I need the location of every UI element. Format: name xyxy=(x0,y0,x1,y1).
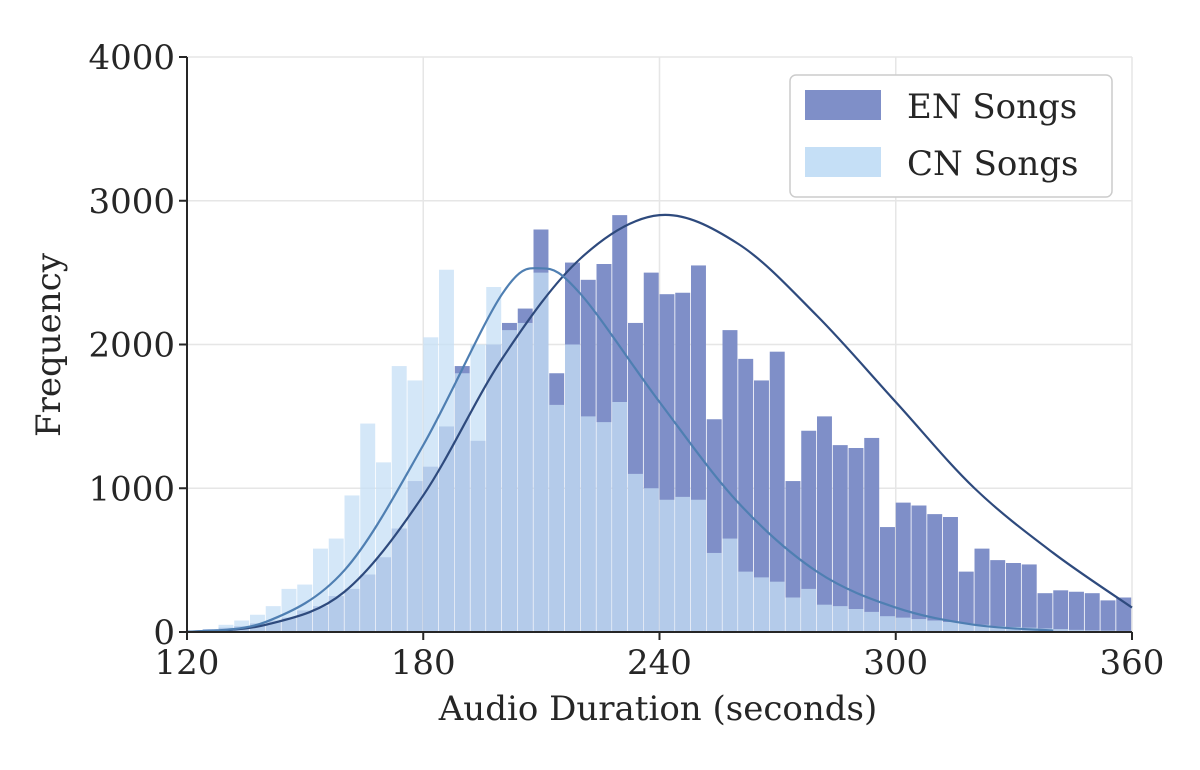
bar-cn-songs-12 xyxy=(376,462,391,632)
bar-en-songs-49 xyxy=(958,571,974,632)
bar-en-songs-59 xyxy=(1116,597,1132,632)
bar-cn-songs-16 xyxy=(439,269,454,632)
bar-en-songs-56 xyxy=(1069,591,1084,632)
bar-en-songs-41 xyxy=(832,445,848,632)
bar-cn-songs-55 xyxy=(1053,629,1069,632)
bar-cn-songs-46 xyxy=(911,619,927,632)
bar-cn-songs-44 xyxy=(880,616,895,632)
bar-en-songs-45 xyxy=(895,502,911,632)
y-tick-label-4: 4000 xyxy=(88,38,175,78)
bar-en-songs-38 xyxy=(785,481,801,632)
bar-cn-songs-20 xyxy=(502,330,517,632)
bar-cn-songs-34 xyxy=(722,538,738,632)
fit-curve-en-songs xyxy=(186,213,1133,634)
bar-en-songs-48 xyxy=(943,517,958,632)
bar-en-songs-35 xyxy=(738,358,754,632)
bar-cn-songs-41 xyxy=(832,606,848,632)
bar-cn-songs-23 xyxy=(549,404,565,632)
bar-cn-songs-2 xyxy=(218,624,234,632)
bar-cn-songs-26 xyxy=(596,422,612,632)
bar-cn-songs-33 xyxy=(706,552,722,632)
bar-en-songs-52 xyxy=(1006,563,1021,632)
bar-cn-songs-40 xyxy=(817,604,832,632)
bar-cn-songs-47 xyxy=(927,620,943,632)
bar-cn-songs-10 xyxy=(344,495,360,632)
bar-cn-songs-9 xyxy=(328,538,344,632)
bar-en-songs-37 xyxy=(769,351,785,632)
bar-cn-songs-31 xyxy=(675,496,691,632)
fit-curves xyxy=(186,213,1133,634)
bar-en-songs-40 xyxy=(817,416,832,632)
bar-en-songs-43 xyxy=(864,437,880,632)
bar-cn-songs-21 xyxy=(517,322,533,632)
legend-swatch-en-songs xyxy=(805,90,881,120)
bar-cn-songs-7 xyxy=(297,584,313,632)
bar-cn-songs-48 xyxy=(943,621,958,632)
bar-en-songs-57 xyxy=(1084,593,1100,632)
y-tick-label-1: 1000 xyxy=(88,469,175,509)
bar-cn-songs-37 xyxy=(769,581,785,632)
y-axis-label: Frequency xyxy=(29,252,69,437)
bar-cn-songs-28 xyxy=(628,473,643,632)
bar-cn-songs-22 xyxy=(533,272,549,632)
x-tick-label-1: 180 xyxy=(391,643,456,683)
x-tick-label-0: 120 xyxy=(155,643,220,683)
legend-label-en-songs: EN Songs xyxy=(907,87,1077,127)
bar-cn-songs-49 xyxy=(958,623,974,632)
bar-en-songs-42 xyxy=(848,448,864,632)
bar-cn-songs-29 xyxy=(643,488,659,632)
bar-cn-songs-24 xyxy=(565,344,580,632)
bar-cn-songs-45 xyxy=(895,617,911,632)
legend-label-cn-songs: CN Songs xyxy=(907,144,1078,184)
bar-en-songs-54 xyxy=(1037,593,1053,632)
bar-cn-songs-13 xyxy=(391,366,407,632)
bar-cn-songs-36 xyxy=(754,577,769,632)
x-tick-label-2: 240 xyxy=(627,643,692,683)
bar-cn-songs-11 xyxy=(360,423,376,632)
bar-cn-songs-8 xyxy=(313,548,328,632)
bar-en-songs-50 xyxy=(974,548,990,632)
y-tick-label-0: 0 xyxy=(153,613,175,653)
bar-cn-songs-32 xyxy=(691,499,706,632)
bar-cn-songs-35 xyxy=(738,571,754,632)
bar-cn-songs-3 xyxy=(234,620,250,632)
bar-cn-songs-27 xyxy=(612,402,628,632)
bar-en-songs-47 xyxy=(927,514,943,632)
bar-en-songs-39 xyxy=(801,430,817,632)
bar-en-songs-58 xyxy=(1100,600,1116,632)
bar-en-songs-51 xyxy=(990,560,1006,632)
bar-cn-songs-56 xyxy=(1069,629,1084,632)
x-axis-label: Audio Duration (seconds) xyxy=(438,689,877,729)
bar-cn-songs-18 xyxy=(470,344,486,632)
bar-cn-songs-30 xyxy=(659,499,675,632)
bar-cn-songs-39 xyxy=(801,588,817,632)
bar-cn-songs-51 xyxy=(990,626,1006,632)
y-tick-label-3: 3000 xyxy=(88,182,175,222)
bar-en-songs-36 xyxy=(754,380,769,632)
bars-cn-songs xyxy=(187,269,1132,632)
bar-cn-songs-50 xyxy=(974,624,990,632)
bar-cn-songs-6 xyxy=(281,588,297,632)
fit-curve-cn-songs xyxy=(186,267,1054,634)
legend: EN Songs CN Songs xyxy=(789,74,1113,198)
legend-swatch-cn-songs xyxy=(805,147,881,177)
bar-en-songs-55 xyxy=(1053,590,1069,632)
bar-cn-songs-42 xyxy=(848,609,864,632)
x-tick-label-4: 360 xyxy=(1100,643,1165,683)
bar-en-songs-46 xyxy=(911,505,927,632)
x-tick-label-3: 300 xyxy=(863,643,928,683)
bar-cn-songs-19 xyxy=(486,287,502,632)
bar-cn-songs-43 xyxy=(864,611,880,632)
bar-cn-songs-17 xyxy=(454,373,470,632)
tick-labels: 120 180 240 300 360 0 1000 2000 3000 4000 xyxy=(88,38,1164,683)
bar-cn-songs-38 xyxy=(785,597,801,632)
y-tick-label-2: 2000 xyxy=(88,326,175,366)
bar-en-songs-53 xyxy=(1021,564,1037,632)
bar-cn-songs-25 xyxy=(580,416,596,632)
